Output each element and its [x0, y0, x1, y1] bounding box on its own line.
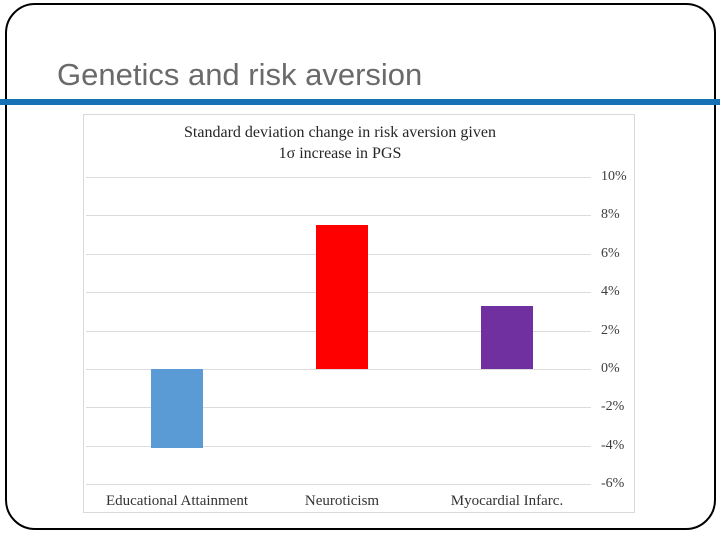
chart-title-line1: Standard deviation change in risk aversi…	[184, 124, 496, 141]
gridline	[86, 177, 591, 178]
x-axis-category-label: Educational Attainment	[105, 493, 249, 509]
y-axis-tick-label: 10%	[601, 169, 627, 184]
gridline	[86, 369, 591, 370]
gridline	[86, 446, 591, 447]
title-underline-rule	[0, 99, 720, 105]
y-axis-tick-label: 6%	[601, 246, 620, 261]
chart-panel: Standard deviation change in risk aversi…	[83, 114, 635, 513]
y-axis-tick-label: -4%	[601, 438, 625, 453]
y-axis-tick-label: -6%	[601, 476, 625, 491]
chart-title: Standard deviation change in risk aversi…	[84, 122, 596, 164]
y-axis-tick-label: 8%	[601, 207, 620, 222]
y-axis-tick-label: -2%	[601, 399, 625, 414]
bar-educational-attainment	[151, 369, 203, 448]
y-axis-tick-label: 0%	[601, 361, 620, 376]
y-axis-tick-label: 2%	[601, 323, 620, 338]
y-axis-tick-label: 4%	[601, 284, 620, 299]
gridline	[86, 407, 591, 408]
bar-neuroticism	[316, 225, 368, 369]
chart-title-line2: 1σ increase in PGS	[278, 145, 402, 162]
x-axis-category-label: Myocardial Infarc.	[450, 493, 564, 509]
bar-myocardial-infarc	[481, 306, 533, 369]
slide-title: Genetics and risk aversion	[57, 57, 423, 92]
plot-area: 10% 8% 6% 4% 2% 0% -2% -4% -6% Educational Attain…	[84, 115, 636, 514]
gridline	[86, 484, 591, 485]
x-axis-category-label: Neuroticism	[304, 493, 380, 509]
gridline	[86, 215, 591, 216]
